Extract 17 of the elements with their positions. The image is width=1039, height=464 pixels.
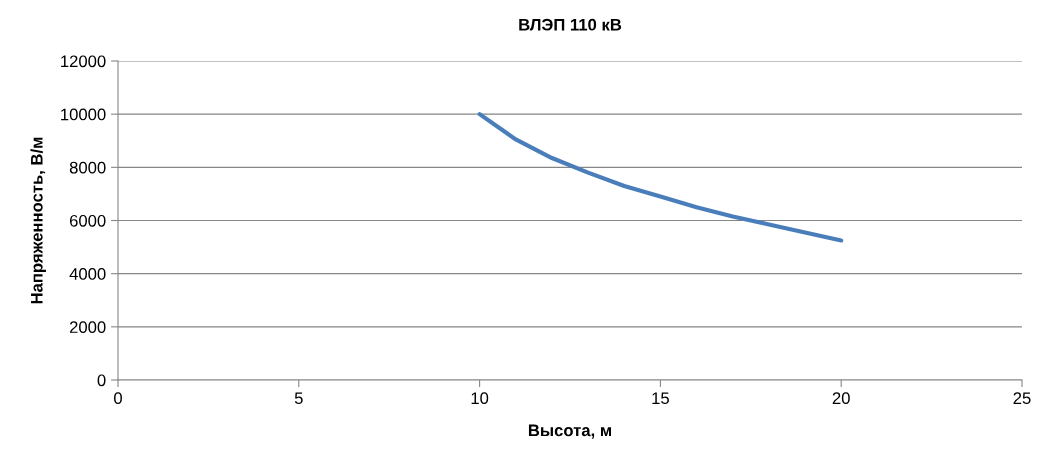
y-tick-label: 8000 (69, 161, 106, 174)
x-tick-label: 25 (1013, 392, 1031, 405)
y-tick-label: 12000 (61, 55, 106, 68)
line-series (477, 112, 844, 243)
y-axis-title: Напряженность, В/м (30, 137, 46, 304)
y-tick-label: 6000 (69, 214, 106, 227)
x-tick-label: 5 (294, 392, 303, 405)
x-tick-label: 15 (652, 392, 669, 405)
x-tick-label: 10 (471, 392, 489, 405)
y-tick-label: 10000 (61, 108, 106, 121)
chart-title: ВЛЭП 110 кВ (519, 18, 622, 31)
y-tick-label: 4000 (69, 268, 106, 280)
y-tick-label: 2000 (69, 321, 106, 334)
y-tick-label: 0 (97, 374, 106, 387)
x-tick-label: 0 (114, 392, 122, 405)
x-axis-title: Высота, м (528, 424, 611, 439)
x-tick-label: 20 (832, 392, 850, 405)
